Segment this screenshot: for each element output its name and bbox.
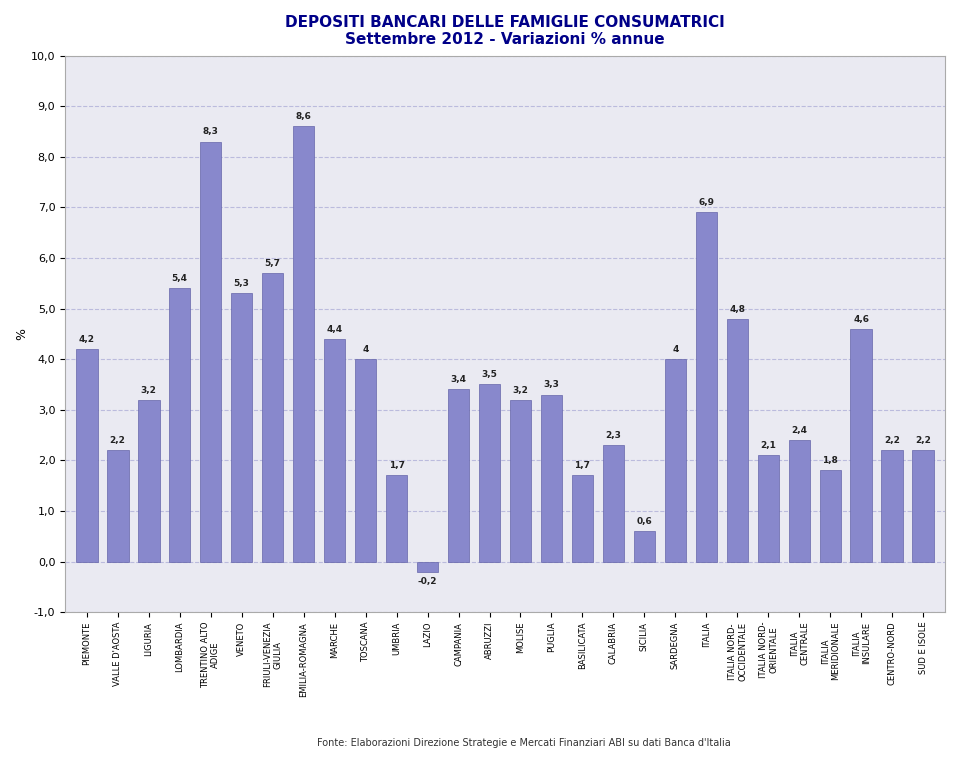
Bar: [386, 475, 407, 562]
Text: 0,6: 0,6: [636, 517, 652, 526]
Bar: [230, 293, 252, 562]
Text: 2,1: 2,1: [760, 441, 777, 450]
Bar: [912, 450, 934, 562]
Bar: [881, 450, 903, 562]
Text: 5,4: 5,4: [172, 274, 187, 283]
Text: 1,7: 1,7: [389, 462, 404, 470]
Text: 1,8: 1,8: [823, 456, 838, 466]
Bar: [76, 349, 98, 562]
Text: 1,7: 1,7: [574, 462, 590, 470]
Text: 3,5: 3,5: [482, 370, 497, 379]
Bar: [571, 475, 593, 562]
Text: 3,4: 3,4: [450, 375, 467, 385]
Y-axis label: %: %: [15, 328, 28, 340]
Bar: [820, 470, 841, 562]
Text: 4,2: 4,2: [79, 335, 95, 344]
Text: 4,6: 4,6: [853, 315, 870, 324]
Bar: [603, 445, 624, 562]
Text: 4,4: 4,4: [326, 325, 343, 334]
Bar: [510, 400, 531, 562]
Bar: [727, 319, 748, 562]
Bar: [540, 394, 563, 562]
Bar: [138, 400, 159, 562]
Title: DEPOSITI BANCARI DELLE FAMIGLIE CONSUMATRICI
Settembre 2012 - Variazioni % annue: DEPOSITI BANCARI DELLE FAMIGLIE CONSUMAT…: [285, 15, 725, 48]
Text: 2,3: 2,3: [606, 431, 621, 440]
Bar: [447, 389, 469, 562]
Bar: [788, 440, 810, 562]
Bar: [354, 359, 376, 562]
Text: 8,6: 8,6: [296, 112, 312, 121]
Text: 2,4: 2,4: [791, 426, 807, 435]
Text: 8,3: 8,3: [203, 127, 219, 136]
Bar: [417, 562, 439, 572]
Text: 3,3: 3,3: [543, 381, 560, 389]
Text: 2,2: 2,2: [916, 436, 931, 445]
Text: 6,9: 6,9: [699, 198, 714, 207]
Text: 2,2: 2,2: [884, 436, 900, 445]
Bar: [696, 213, 717, 562]
Text: 5,7: 5,7: [265, 259, 280, 268]
Text: 4,8: 4,8: [730, 304, 745, 313]
Text: -0,2: -0,2: [418, 577, 438, 586]
Text: Fonte: Elaborazioni Direzione Strategie e Mercati Finanziari ABI su dati Banca d: Fonte: Elaborazioni Direzione Strategie …: [317, 737, 731, 748]
Text: 4: 4: [672, 345, 679, 354]
Text: 2,2: 2,2: [109, 436, 126, 445]
Text: 5,3: 5,3: [233, 279, 250, 288]
Bar: [169, 288, 190, 562]
Bar: [262, 273, 283, 562]
Text: 3,2: 3,2: [141, 385, 156, 394]
Bar: [757, 455, 780, 562]
Bar: [107, 450, 129, 562]
Bar: [200, 142, 222, 562]
Bar: [293, 126, 315, 562]
Text: 3,2: 3,2: [513, 385, 528, 394]
Text: 4: 4: [362, 345, 369, 354]
Bar: [851, 329, 873, 562]
Bar: [634, 531, 656, 562]
Bar: [479, 385, 500, 562]
Bar: [324, 339, 346, 562]
Bar: [664, 359, 686, 562]
